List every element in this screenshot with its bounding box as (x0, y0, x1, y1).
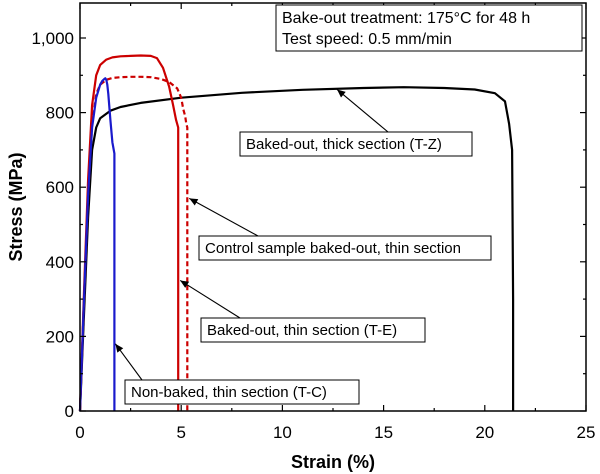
y-tick-label: 400 (46, 253, 74, 272)
x-tick-label: 20 (475, 423, 494, 442)
annotation-pointer-2 (189, 197, 259, 237)
annotation-arrowhead-2 (189, 198, 199, 206)
info-box: Bake-out treatment: 175°C for 48 h Test … (275, 4, 583, 52)
y-tick-label: 0 (65, 402, 74, 421)
annotation-box-1 (239, 131, 473, 157)
plot-frame (79, 2, 587, 412)
annotations-layer: Baked-out, thick section (T-Z) Control sa… (114, 89, 492, 405)
info-box-line-2: Test speed: 0.5 mm/min (282, 31, 452, 48)
annotation-box-4 (124, 379, 360, 405)
annotation-label-1: Baked-out, thick section (T-Z) (246, 136, 442, 153)
series-line-baked-out-thick-section-t-z (78, 86, 515, 412)
annotation-label-2: Control sample baked-out, thin section (205, 240, 461, 257)
annotation-arrowhead-1 (337, 89, 346, 98)
annotation-label-4: Non-baked, thin section (T-C) (131, 384, 327, 401)
x-tick-label: 5 (176, 423, 185, 442)
curves-layer (78, 54, 515, 412)
x-tick-label: 15 (374, 423, 393, 442)
ticks-layer: 0 5 10 15 20 25 0 200 400 600 800 1,000 (31, 3, 595, 442)
info-box-line-1: Bake-out treatment: 175°C for 48 h (282, 10, 530, 27)
series-line-non-baked-thin-section-t-c (78, 77, 116, 412)
annotation-arrowhead-4 (115, 343, 124, 353)
series-line-baked-out-thin-section-t-e (78, 54, 180, 412)
y-tick-label: 800 (46, 104, 74, 123)
y-tick-label: 600 (46, 178, 74, 197)
annotation-pointer-1 (336, 89, 389, 133)
x-tick-label: 10 (273, 423, 292, 442)
y-tick-label: 200 (46, 327, 74, 346)
annotation-label-3: Baked-out, thin section (T-E) (207, 322, 397, 339)
x-tick-label: 25 (577, 423, 596, 442)
y-tick-label: 1,000 (31, 29, 74, 48)
x-tick-label: 0 (75, 423, 84, 442)
annotation-box-2 (198, 235, 492, 261)
info-box-frame (275, 4, 583, 52)
annotation-arrowhead-3 (180, 280, 190, 288)
annotation-pointer-3 (179, 279, 241, 319)
y-axis-title: Stress (MPa) (6, 152, 26, 261)
annotation-box-3 (200, 317, 426, 343)
x-axis-title: Strain (%) (291, 452, 375, 472)
